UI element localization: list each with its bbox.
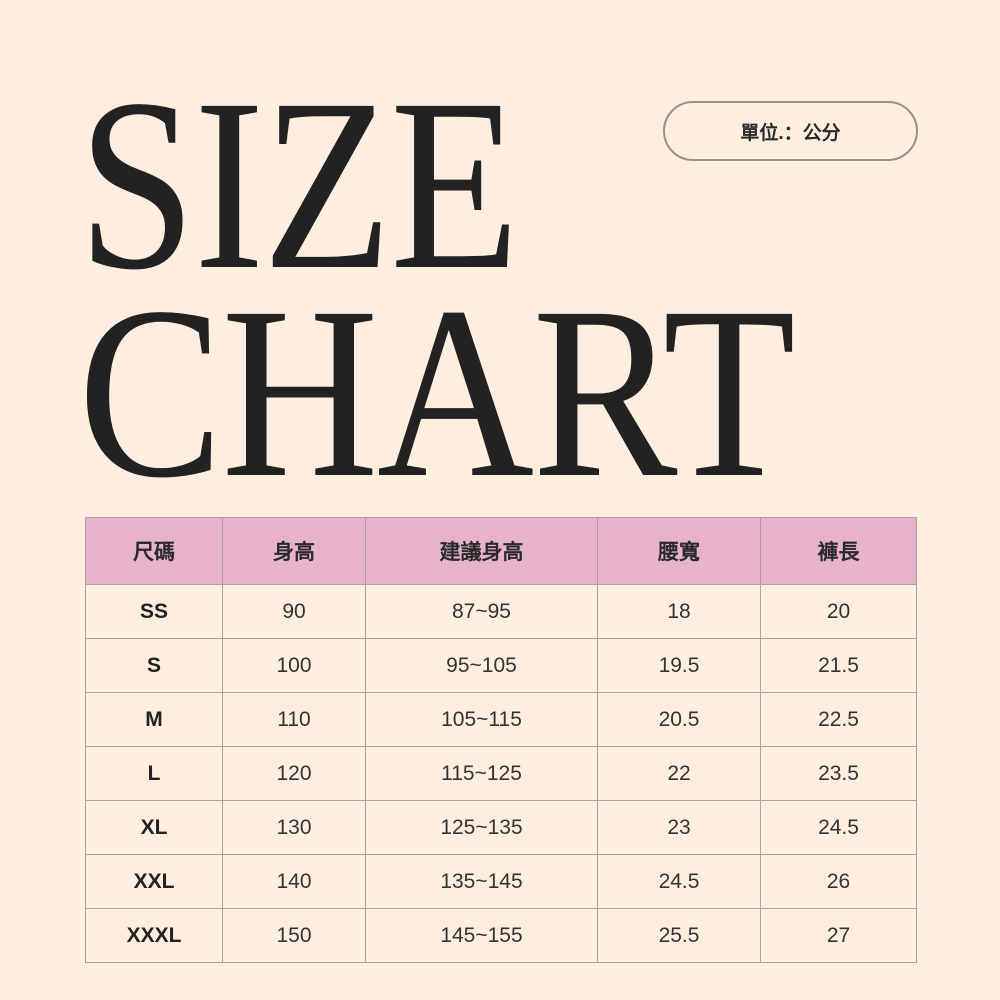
- unit-label: 單位.：公分: [740, 122, 841, 144]
- size-cell: S: [85, 638, 223, 693]
- table-cell: 23: [597, 800, 761, 855]
- table-cell: 27: [760, 908, 917, 963]
- table-cell: 24.5: [760, 800, 917, 855]
- table-row: XXXL 150 145~155 25.5 27: [85, 908, 917, 963]
- size-cell: SS: [85, 584, 223, 639]
- column-header: 建議身高: [365, 517, 598, 585]
- table-cell: 95~105: [365, 638, 598, 693]
- table-cell: 87~95: [365, 584, 598, 639]
- table-cell: 21.5: [760, 638, 917, 693]
- column-header: 腰寬: [597, 517, 761, 585]
- size-table: 尺碼 身高 建議身高 腰寬 褲長 SS 90 87~95 18 20 S 100 95~105 19.5…: [85, 517, 917, 963]
- table-row: M 110 105~115 20.5 22.5: [85, 692, 917, 747]
- size-cell: M: [85, 692, 223, 747]
- table-row: XL 130 125~135 23 24.5: [85, 800, 917, 855]
- table-row: XXL 140 135~145 24.5 26: [85, 854, 917, 909]
- size-cell: XL: [85, 800, 223, 855]
- table-cell: 135~145: [365, 854, 598, 909]
- table-cell: 24.5: [597, 854, 761, 909]
- table-cell: 100: [222, 638, 366, 693]
- table-row: SS 90 87~95 18 20: [85, 584, 917, 639]
- table-cell: 22: [597, 746, 761, 801]
- size-cell: L: [85, 746, 223, 801]
- table-cell: 115~125: [365, 746, 598, 801]
- column-header: 尺碼: [85, 517, 223, 585]
- table-cell: 22.5: [760, 692, 917, 747]
- table-cell: 18: [597, 584, 761, 639]
- column-header: 身高: [222, 517, 366, 585]
- unit-badge: 單位.：公分: [663, 101, 918, 161]
- table-cell: 20: [760, 584, 917, 639]
- table-cell: 26: [760, 854, 917, 909]
- table-cell: 125~135: [365, 800, 598, 855]
- table-cell: 120: [222, 746, 366, 801]
- size-cell: XXXL: [85, 908, 223, 963]
- title-chart: CHART: [78, 257, 796, 529]
- title-size: SIZE: [78, 49, 519, 321]
- table-cell: 145~155: [365, 908, 598, 963]
- column-header: 褲長: [760, 517, 917, 585]
- table-cell: 150: [222, 908, 366, 963]
- table-cell: 90: [222, 584, 366, 639]
- table-cell: 19.5: [597, 638, 761, 693]
- table-cell: 20.5: [597, 692, 761, 747]
- table-row: S 100 95~105 19.5 21.5: [85, 638, 917, 693]
- table-cell: 105~115: [365, 692, 598, 747]
- table-row: L 120 115~125 22 23.5: [85, 746, 917, 801]
- size-cell: XXL: [85, 854, 223, 909]
- table-header-row: 尺碼 身高 建議身高 腰寬 褲長: [85, 517, 917, 585]
- table-cell: 23.5: [760, 746, 917, 801]
- table-cell: 130: [222, 800, 366, 855]
- table-cell: 110: [222, 692, 366, 747]
- table-cell: 25.5: [597, 908, 761, 963]
- table-cell: 140: [222, 854, 366, 909]
